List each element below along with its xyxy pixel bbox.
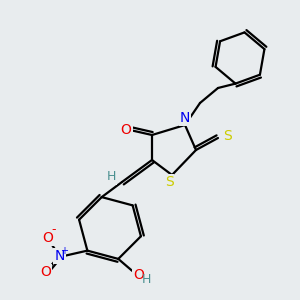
Text: -: -: [51, 223, 56, 236]
Text: S: S: [223, 129, 231, 143]
Text: O: O: [42, 231, 53, 244]
Text: H: H: [142, 273, 151, 286]
Text: N: N: [54, 249, 64, 262]
Text: H: H: [106, 170, 116, 184]
Text: O: O: [121, 123, 131, 137]
Text: N: N: [180, 111, 190, 125]
Text: +: +: [60, 246, 68, 256]
Text: O: O: [40, 265, 51, 279]
Text: S: S: [165, 175, 173, 189]
Text: O: O: [133, 268, 144, 282]
